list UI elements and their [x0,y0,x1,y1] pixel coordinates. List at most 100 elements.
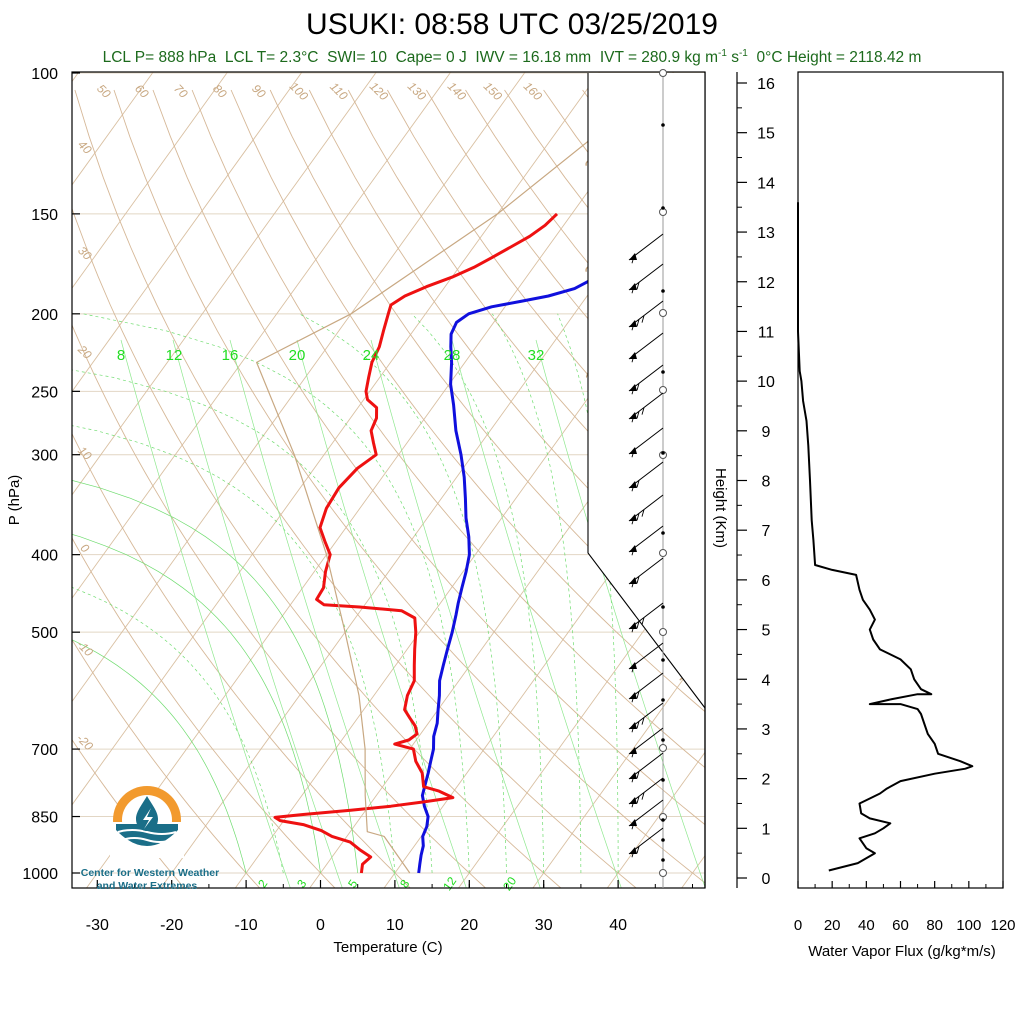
wind-feather-icon [631,625,635,633]
pressure-tick-label: 200 [31,307,58,324]
dry-adiabat-label: 80 [210,81,230,101]
wind-feather-icon [631,286,635,294]
wind-level-dot-icon [661,289,665,293]
wind-barb-column [628,69,667,888]
height-tick-label: 9 [762,424,771,441]
wind-pennant-icon [629,662,637,669]
moist-adiabat-line [72,587,284,874]
logo-droplet-icon [136,796,158,831]
wind-level-dot-icon [661,818,665,822]
pressure-tick-label: 100 [31,66,58,83]
ivt-value: IVT = 280.9 kg m-1 s-1 [599,48,748,67]
wind-feather-icon [636,576,640,584]
wind-feather-icon [631,548,635,556]
domain-boundary-line [587,73,706,709]
dry-adiabat-line [699,89,705,97]
wind-level-circle-icon [659,628,667,636]
temperature-tick-label: -10 [235,917,258,934]
wind-feather-icon [631,415,635,423]
wind-pennant-icon [629,772,637,779]
flux-tick-label: 120 [990,917,1015,934]
isotherm-line [753,62,1024,893]
height-tick-label: 14 [757,175,775,192]
mixing-ratio-label-top: 28 [444,347,461,364]
dry-adiabat-line [152,89,705,826]
dry-adiabat-line [72,432,411,888]
wind-pennant-icon [629,692,637,699]
wind-feather-icon [636,480,640,488]
series-line-temperature [417,212,688,874]
wind-feather-icon [636,621,640,629]
dry-adiabat-line [74,89,637,888]
wind-level-circle-icon [659,869,667,877]
wind-feather-icon [636,846,640,854]
flux-tick-label: 80 [926,917,943,934]
height-tick-label: 7 [762,523,771,540]
x-axis-label: Temperature (C) [333,939,442,956]
ivt-unit-s-text: s [726,49,739,67]
isotherm-line [72,72,601,806]
pressure-tick-label: 700 [31,742,58,759]
height-tick-label: 4 [762,672,771,689]
isotherm-label-left: 40 [75,137,95,157]
mixing-ratio-label-top: 12 [166,347,183,364]
isotherm-line [234,234,705,888]
wind-feather-icon [631,484,635,492]
lcl-pressure: LCL P= 888 hPa [102,49,217,67]
wind-pennant-icon [629,320,637,327]
wind-level-circle-icon [659,549,667,557]
wind-pennant-icon [629,545,637,552]
wind-level-circle-icon [659,744,667,752]
wind-feather-icon [631,695,635,703]
wind-level-dot-icon [661,451,665,455]
height-tick-label: 2 [762,772,771,789]
moist-adiabat-line [299,313,507,874]
dry-adiabat-label: 120 [367,79,391,103]
wind-level-dot-icon [661,838,665,842]
chart-title: USUKI: 08:58 UTC 03/25/2019 [306,8,718,41]
temperature-tick-label: 20 [460,917,478,934]
wind-pennant-icon [629,722,637,729]
wind-feather-icon [631,323,635,331]
flux-tick-label: 0 [794,917,802,934]
height-tick-label: 1 [762,821,771,838]
iwv-value: IWV = 16.18 mm [475,49,592,67]
mixing-ratio-label-top: 20 [289,347,306,364]
wind-level-circle-icon [659,386,667,394]
wind-level-dot-icon [661,658,665,662]
dry-adiabat-label: 130 [405,79,429,103]
temperature-tick-label: -20 [160,917,183,934]
pressure-tick-label: 300 [31,448,58,465]
swi-value: SWI= 10 [327,49,387,67]
pressure-tick-label: 850 [31,810,58,827]
wind-feather-icon [631,580,635,588]
isotherm-label-left: -10 [74,637,96,659]
wind-pennant-icon [629,747,637,754]
dry-adiabat-line [72,638,261,888]
isotherm-label-left: -20 [74,731,96,753]
dry-adiabat-line [465,89,705,395]
wind-feather-icon [636,721,640,729]
wind-pennant-icon [629,283,637,290]
mixing-ratio-label-top: 32 [528,347,545,364]
dry-adiabat-line [191,89,705,769]
wind-feather-icon [631,450,635,458]
y-axis-label: P (hPa) [6,475,23,526]
moist-adiabat-line [411,313,545,874]
wind-feather-icon [631,850,635,858]
isotherm-line [532,648,705,888]
dry-adiabat-label: 160 [521,79,545,103]
wind-pennant-icon [629,847,637,854]
wind-feather-icon [636,796,640,804]
flux-tick-label: 100 [956,917,981,934]
flux-axis-label: Water Vapor Flux (g/kg*m/s) [808,943,996,960]
height-tick-label: 15 [757,126,775,143]
mixing-ratio-line [229,339,400,888]
dry-adiabat-line [269,89,705,658]
wind-level-dot-icon [661,123,665,127]
wind-level-dot-icon [661,858,665,862]
ivt-value-text: IVT = 280.9 kg m [599,49,718,67]
mixing-ratio-line [172,339,343,888]
height-tick-label: 13 [757,225,775,242]
